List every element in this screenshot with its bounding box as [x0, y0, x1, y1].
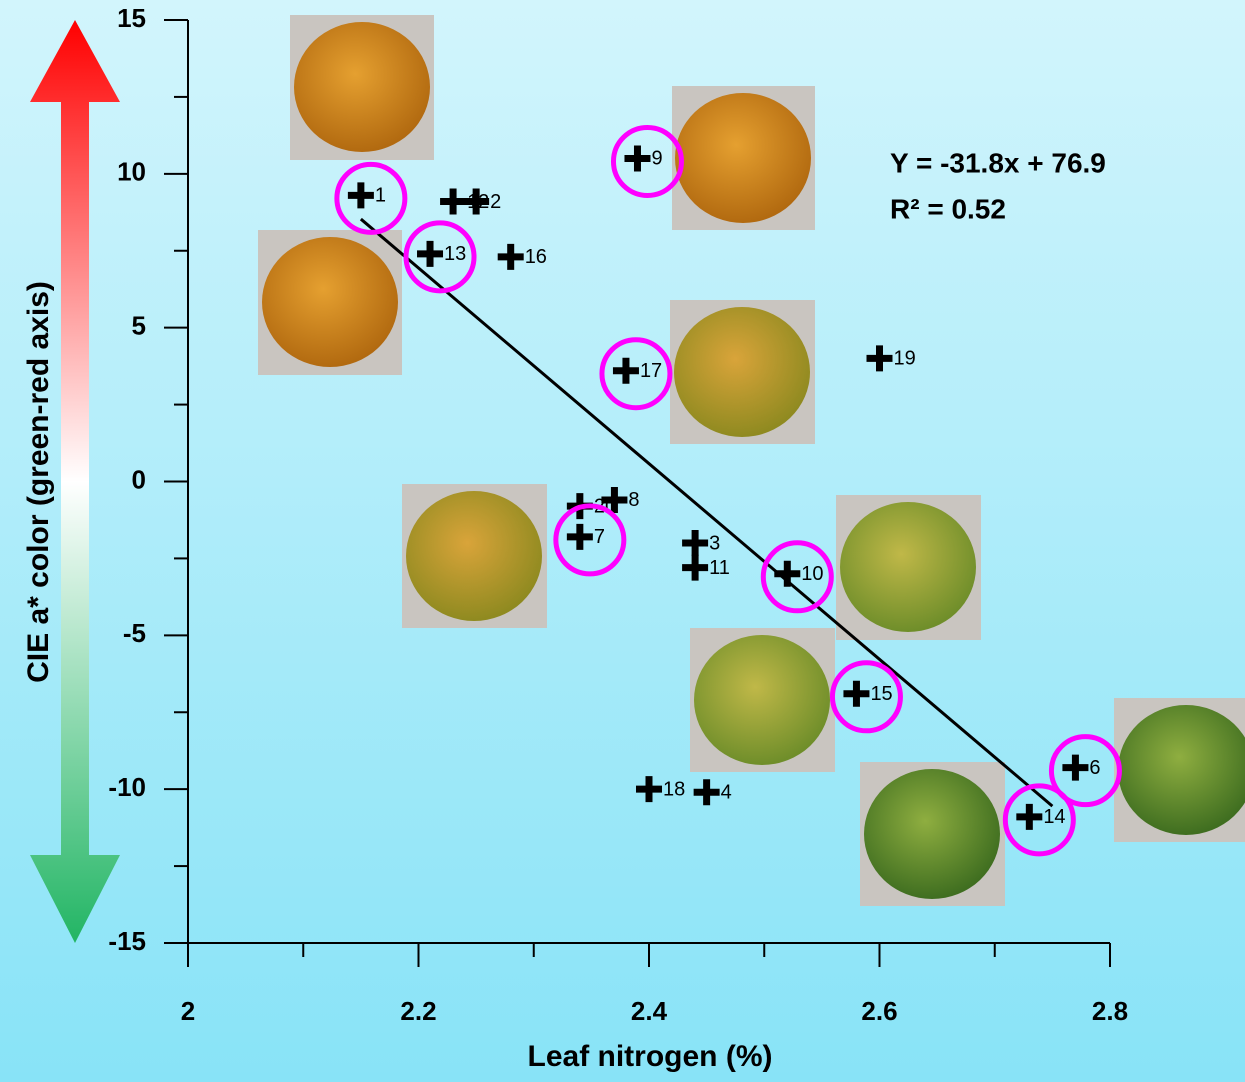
point-label: 11: [709, 557, 730, 579]
y-tick-label: 5: [132, 311, 146, 341]
point-label: 4: [721, 782, 732, 804]
point-label: 2: [490, 191, 501, 213]
x-tick-label: 2.2: [400, 996, 436, 1026]
y-tick-label: 15: [117, 3, 146, 33]
y-tick-label: -5: [123, 618, 146, 648]
point-label: 13: [444, 243, 466, 265]
x-tick-label: 2: [181, 996, 195, 1026]
point-label: 14: [1043, 806, 1065, 828]
point-label: 10: [801, 563, 823, 585]
y-tick-label: 0: [132, 464, 146, 494]
point-label: 18: [663, 778, 685, 800]
point-label: 6: [1089, 757, 1100, 779]
y-tick-label: -15: [108, 926, 146, 956]
y-tick-label: -10: [108, 772, 146, 802]
x-tick-label: 2.6: [861, 996, 897, 1026]
point-label: 16: [525, 246, 547, 268]
point-label: 3: [709, 532, 720, 554]
chart: Leaf nitrogen (%) CIE a* color (green-re…: [0, 0, 1245, 1082]
point-label: 15: [870, 683, 892, 705]
point-label: 9: [651, 148, 662, 170]
point-label: 1: [375, 185, 386, 207]
x-tick-label: 2.8: [1092, 996, 1128, 1026]
equation: Y = -31.8x + 76.9: [890, 147, 1106, 178]
y-axis-title: CIE a* color (green-red axis): [22, 281, 55, 683]
y-tick-label: 10: [117, 157, 146, 187]
x-axis-title: Leaf nitrogen (%): [528, 1040, 773, 1073]
point-label: 7: [594, 526, 605, 548]
r-squared: R² = 0.52: [890, 193, 1006, 224]
point-label: 8: [628, 489, 639, 511]
point-label: 17: [640, 360, 662, 382]
point-label: 19: [894, 348, 916, 370]
x-tick-label: 2.4: [631, 996, 668, 1026]
